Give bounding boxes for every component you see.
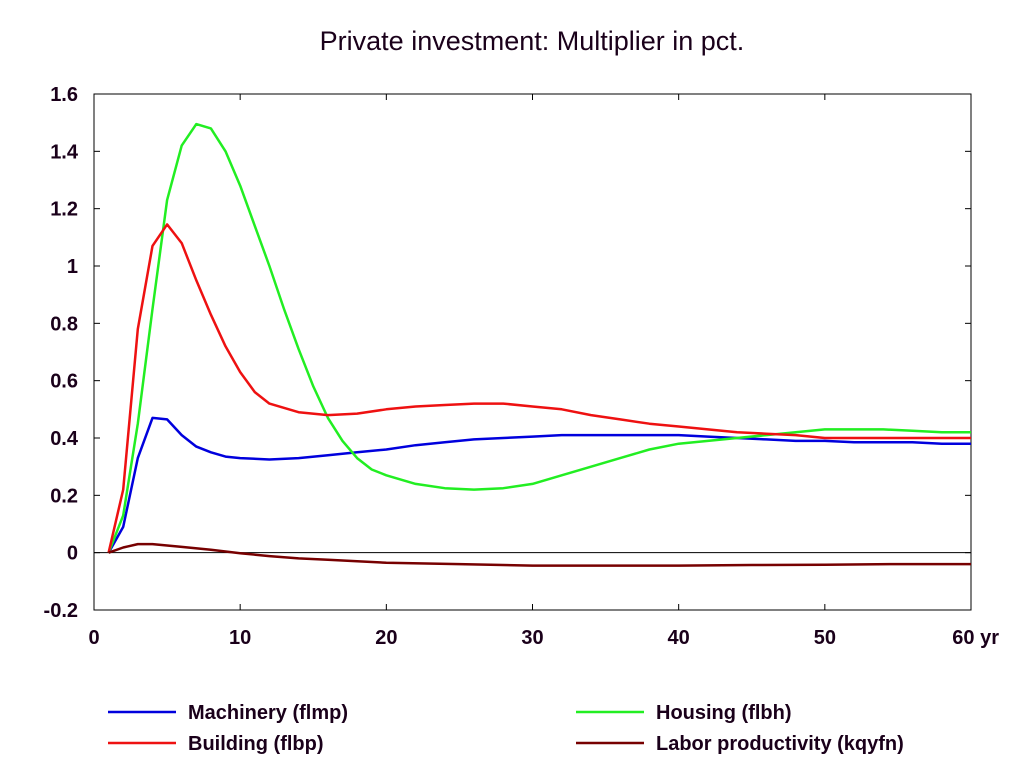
y-tick-label: 0.2 [50, 485, 78, 507]
y-tick-label: 0 [67, 543, 78, 565]
chart-title: Private investment: Multiplier in pct. [320, 26, 745, 56]
y-tick-label: 1 [67, 256, 78, 278]
x-tick-label: 0 [88, 627, 99, 649]
series-line-3 [108, 542, 971, 567]
x-tick-label: 50 [814, 627, 836, 649]
y-tick-label: 0.8 [50, 313, 78, 335]
series-lines [107, 122, 971, 567]
x-tick-label: 10 [229, 627, 251, 649]
x-tick-label: 30 [521, 627, 543, 649]
x-tick-label: 40 [668, 627, 690, 649]
legend: Machinery (flmp) Housing (flbh) Building (… [108, 702, 904, 755]
legend-label: Housing (flbh) [656, 702, 792, 724]
plot-area [93, 93, 972, 611]
y-tick-label: -0.2 [44, 600, 78, 622]
x-tick-label: 60 yr [952, 627, 999, 649]
y-axis: -0.2 0 0.2 0.4 0.6 0.8 1 1.2 1.4 1.6 [44, 84, 971, 622]
y-tick-label: 0.6 [50, 371, 78, 393]
plot-frame [93, 93, 972, 611]
legend-label: Labor productivity (kqyfn) [656, 733, 904, 755]
y-tick-label: 1.2 [50, 199, 78, 221]
x-axis: 0 10 20 30 40 50 60 yr [88, 94, 999, 649]
y-tick-label: 0.4 [50, 428, 79, 450]
y-tick-label: 1.6 [50, 84, 78, 106]
series-line-0 [107, 416, 971, 554]
legend-label: Building (flbp) [188, 733, 324, 755]
legend-label: Machinery (flmp) [188, 702, 348, 724]
y-tick-label: 1.4 [50, 141, 79, 163]
series-line-2 [107, 223, 971, 553]
x-tick-label: 20 [375, 627, 397, 649]
series-line-1 [107, 122, 971, 554]
